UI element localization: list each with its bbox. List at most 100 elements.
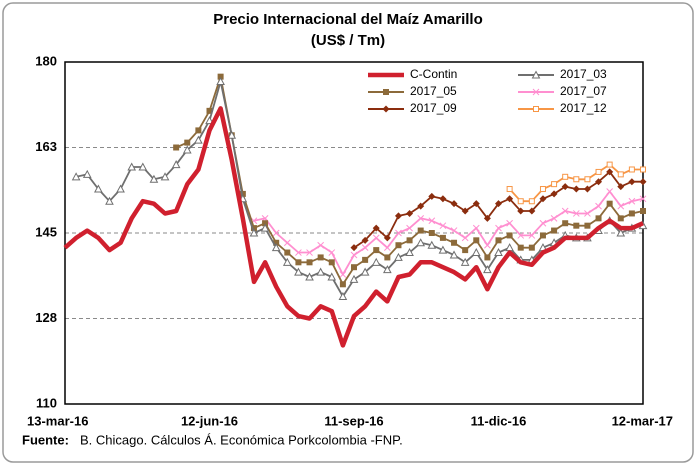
marker: [528, 207, 536, 215]
legend-label: C-Contin: [410, 67, 457, 81]
marker: [105, 196, 114, 205]
marker: [306, 259, 313, 266]
marker: [572, 185, 580, 193]
marker: [561, 207, 569, 215]
marker: [640, 166, 646, 173]
marker: [428, 230, 435, 236]
marker: [372, 234, 380, 242]
marker: [640, 208, 646, 215]
marker: [517, 207, 525, 215]
marker: [617, 202, 625, 210]
x-tick-label: 11-dic-16: [471, 413, 527, 428]
marker: [71, 172, 81, 181]
y-tick-label: 145: [35, 224, 57, 239]
marker: [195, 127, 202, 134]
marker: [550, 190, 558, 198]
marker: [395, 229, 402, 237]
marker: [617, 215, 624, 222]
marker: [606, 188, 614, 195]
marker: [295, 259, 302, 266]
marker: [328, 249, 336, 256]
legend-label: 2017_07: [560, 84, 607, 98]
marker: [160, 172, 170, 181]
marker: [539, 195, 547, 203]
marker: [339, 281, 346, 288]
marker: [428, 217, 436, 225]
marker: [216, 76, 225, 86]
marker: [628, 197, 636, 205]
legend-marker: [382, 105, 390, 113]
marker: [394, 252, 403, 261]
marker: [439, 195, 447, 203]
marker: [227, 130, 237, 139]
marker: [584, 222, 591, 229]
marker: [539, 186, 546, 193]
marker: [417, 202, 425, 210]
marker: [94, 184, 103, 193]
marker: [360, 267, 370, 276]
marker: [450, 200, 458, 208]
marker: [173, 144, 180, 151]
legend-label: 2017_03: [560, 67, 607, 81]
marker: [194, 135, 203, 144]
legend-marker: [533, 106, 539, 112]
marker: [249, 228, 259, 237]
marker: [539, 232, 546, 239]
marker: [616, 228, 626, 237]
marker: [495, 237, 502, 244]
marker: [451, 239, 458, 246]
chart-title: Precio Internacional del Maíz Amarillo: [213, 11, 483, 28]
marker: [562, 173, 569, 180]
marker: [562, 220, 569, 227]
marker: [628, 166, 635, 173]
marker: [350, 251, 358, 259]
marker: [351, 264, 357, 271]
marker: [427, 240, 437, 249]
marker: [428, 192, 436, 200]
marker: [260, 223, 270, 232]
marker: [406, 237, 413, 244]
marker: [182, 145, 192, 154]
marker: [217, 73, 224, 80]
y-tick-label: 180: [35, 53, 57, 68]
marker: [372, 224, 380, 232]
plot-frame: [64, 61, 644, 405]
legend-label: 2017_09: [410, 101, 457, 115]
marker: [506, 232, 513, 239]
x-tick-label: 12-mar-17: [612, 413, 673, 428]
legend-marker: [531, 70, 541, 79]
marker: [317, 241, 325, 249]
marker: [494, 247, 503, 257]
marker: [484, 241, 491, 249]
marker: [438, 245, 448, 254]
marker: [184, 139, 191, 146]
marker: [606, 168, 614, 176]
marker: [462, 247, 469, 254]
series-line: [63, 106, 644, 348]
marker: [484, 254, 491, 261]
marker: [338, 291, 348, 301]
marker: [506, 186, 513, 193]
marker: [127, 162, 137, 171]
marker: [294, 267, 303, 276]
marker: [361, 244, 369, 252]
marker: [349, 274, 359, 283]
y-tick-label: 110: [36, 395, 57, 410]
marker: [539, 219, 547, 227]
marker: [617, 183, 625, 191]
marker: [628, 210, 635, 217]
marker: [383, 244, 391, 252]
marker: [262, 220, 269, 227]
marker: [639, 195, 647, 203]
marker: [417, 227, 424, 234]
marker: [471, 247, 481, 257]
marker: [584, 210, 591, 217]
marker: [383, 265, 392, 274]
marker: [405, 247, 414, 257]
marker: [573, 176, 580, 183]
marker: [316, 267, 325, 276]
marker: [394, 212, 402, 220]
marker: [583, 185, 591, 193]
marker: [416, 238, 426, 247]
